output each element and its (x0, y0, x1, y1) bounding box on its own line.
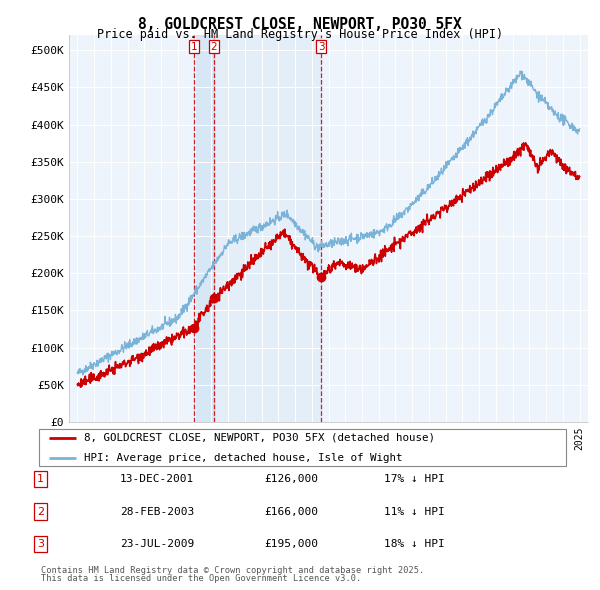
Text: £166,000: £166,000 (264, 507, 318, 516)
Text: 8, GOLDCREST CLOSE, NEWPORT, PO30 5FX (detached house): 8, GOLDCREST CLOSE, NEWPORT, PO30 5FX (d… (84, 433, 435, 442)
Text: 1: 1 (37, 474, 44, 484)
Text: HPI: Average price, detached house, Isle of Wight: HPI: Average price, detached house, Isle… (84, 453, 403, 463)
Text: 2: 2 (37, 507, 44, 516)
Bar (214, 35, 321, 422)
Text: 11% ↓ HPI: 11% ↓ HPI (384, 507, 445, 516)
Text: 2: 2 (211, 41, 217, 51)
Text: This data is licensed under the Open Government Licence v3.0.: This data is licensed under the Open Gov… (41, 574, 361, 583)
Text: 1: 1 (190, 41, 197, 51)
Bar (214, 35, 321, 422)
FancyBboxPatch shape (38, 430, 566, 466)
Text: 18% ↓ HPI: 18% ↓ HPI (384, 539, 445, 549)
Text: 8, GOLDCREST CLOSE, NEWPORT, PO30 5FX: 8, GOLDCREST CLOSE, NEWPORT, PO30 5FX (138, 17, 462, 31)
Text: £126,000: £126,000 (264, 474, 318, 484)
Bar (194, 35, 214, 422)
Bar (194, 35, 214, 422)
Text: 23-JUL-2009: 23-JUL-2009 (120, 539, 194, 549)
Text: 3: 3 (37, 539, 44, 549)
Text: 13-DEC-2001: 13-DEC-2001 (120, 474, 194, 484)
Text: Price paid vs. HM Land Registry's House Price Index (HPI): Price paid vs. HM Land Registry's House … (97, 28, 503, 41)
Text: £195,000: £195,000 (264, 539, 318, 549)
Text: 17% ↓ HPI: 17% ↓ HPI (384, 474, 445, 484)
Text: 3: 3 (318, 41, 325, 51)
Text: 28-FEB-2003: 28-FEB-2003 (120, 507, 194, 516)
Text: Contains HM Land Registry data © Crown copyright and database right 2025.: Contains HM Land Registry data © Crown c… (41, 566, 424, 575)
